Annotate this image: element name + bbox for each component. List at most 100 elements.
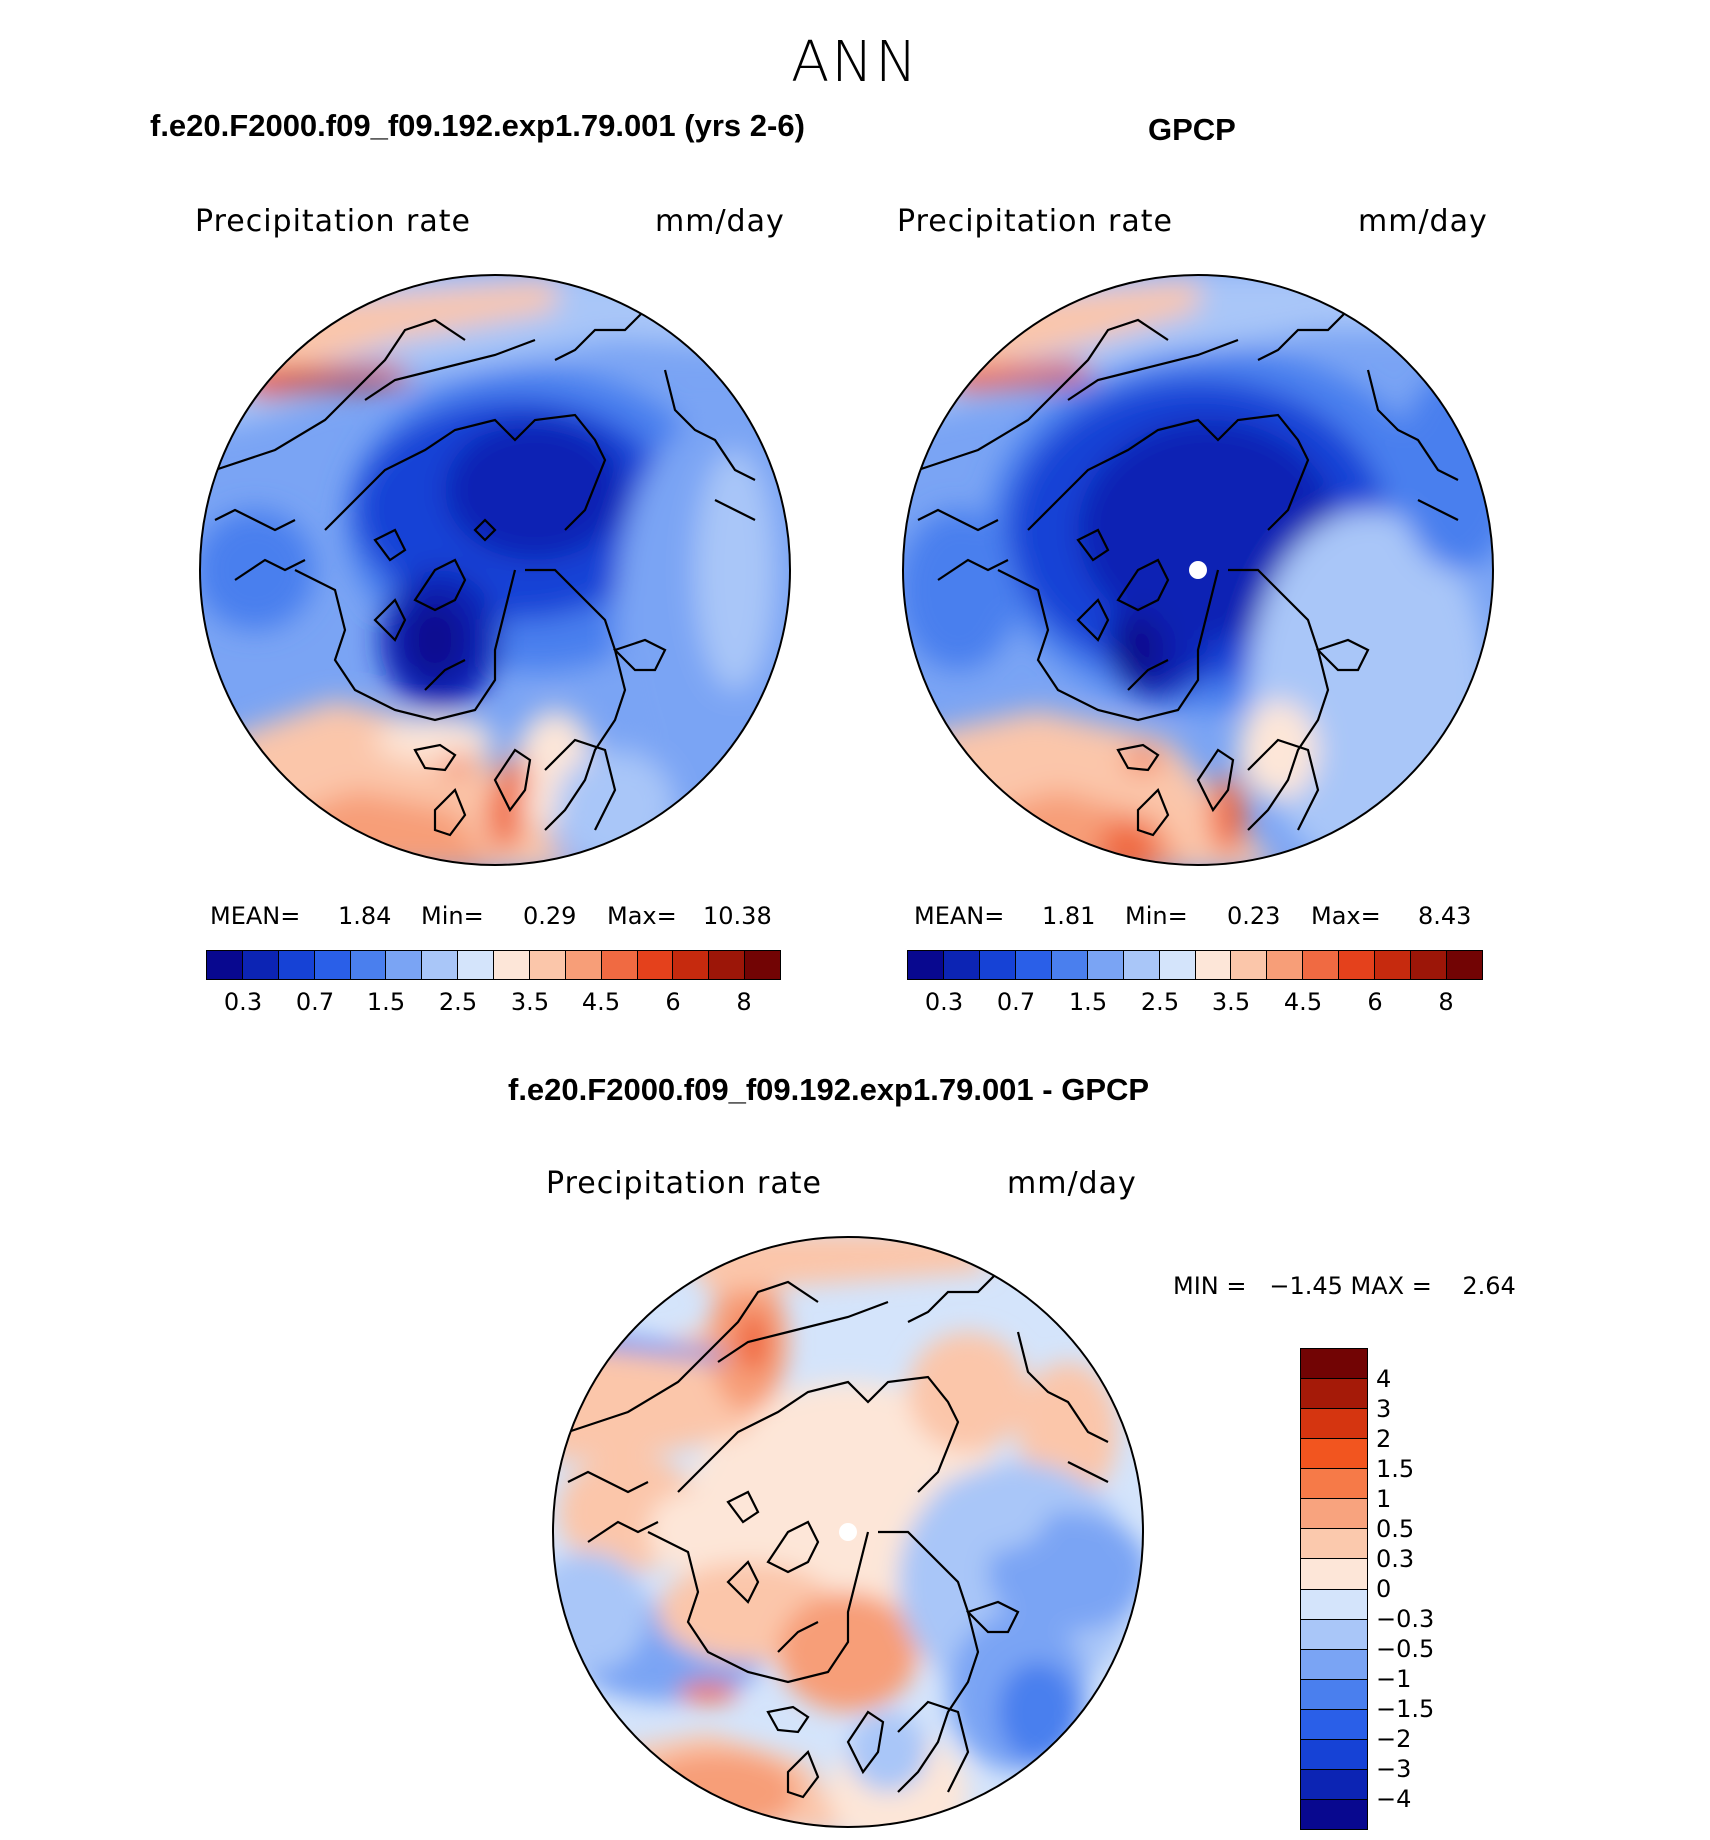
- colorbar-swatch: [1301, 1469, 1367, 1500]
- diff-panel-tick: −1: [1376, 1665, 1412, 1693]
- panel-2-polar-map: [902, 274, 1494, 866]
- panel-2-tick: 6: [1367, 988, 1383, 1016]
- panel-1-mean-label: MEAN=: [210, 902, 301, 930]
- colorbar-swatch: [1411, 951, 1448, 979]
- colorbar-swatch: [1301, 1649, 1367, 1680]
- colorbar-swatch: [458, 951, 494, 979]
- panel-2-mean-value: 1.81: [1042, 902, 1096, 930]
- panel-1-tick: 6: [665, 988, 681, 1016]
- panel-2-tick: 8: [1438, 988, 1454, 1016]
- colorbar-swatch: [709, 951, 746, 979]
- diff-panel-tick: −1.5: [1376, 1695, 1435, 1723]
- diff-panel-minmax: MIN = −1.45 MAX = 2.64: [1173, 1272, 1516, 1300]
- diff-panel-units: mm/day: [1007, 1166, 1137, 1201]
- diff-panel-tick: 3: [1376, 1395, 1392, 1423]
- colorbar-swatch: [1301, 1349, 1367, 1380]
- colorbar-swatch: [1195, 951, 1232, 979]
- diff-panel-tick: 1: [1376, 1485, 1392, 1513]
- colorbar-swatch: [386, 951, 423, 979]
- colorbar-swatch: [1015, 951, 1052, 979]
- diff-panel-var-label: Precipitation rate: [546, 1166, 822, 1201]
- main-title: ANN: [790, 30, 920, 95]
- colorbar-swatch: [745, 951, 780, 979]
- panel-1-colorbar: [206, 950, 781, 980]
- panel-1-tick: 4.5: [581, 988, 621, 1016]
- panel-1-units: mm/day: [655, 204, 785, 239]
- colorbar-swatch: [673, 951, 710, 979]
- panel-1-tick: 0.7: [295, 988, 335, 1016]
- panel-2-mean-label: MEAN=: [914, 902, 1005, 930]
- panel-2-min-value: 0.23: [1227, 902, 1281, 930]
- diff-panel-colorbar: [1300, 1348, 1368, 1830]
- colorbar-swatch: [494, 951, 530, 979]
- colorbar-swatch: [1267, 951, 1304, 979]
- colorbar-swatch: [1159, 951, 1196, 979]
- colorbar-swatch: [943, 951, 980, 979]
- panel-2-tick: 3.5: [1211, 988, 1251, 1016]
- panel-2-colorbar: [907, 950, 1483, 980]
- colorbar-swatch: [1051, 951, 1088, 979]
- panel-2-units: mm/day: [1358, 204, 1488, 239]
- colorbar-swatch: [422, 951, 459, 979]
- panel-1-max-value: 10.38: [703, 902, 772, 930]
- diff-panel-tick: 0: [1376, 1575, 1392, 1603]
- colorbar-swatch: [242, 951, 279, 979]
- diff-panel-tick: 0.3: [1376, 1545, 1415, 1573]
- colorbar-swatch: [1301, 1529, 1367, 1560]
- colorbar-swatch: [1231, 951, 1268, 979]
- panel-1-tick: 0.3: [223, 988, 263, 1016]
- colorbar-swatch: [1303, 951, 1340, 979]
- colorbar-swatch: [529, 951, 566, 979]
- colorbar-swatch: [1087, 951, 1124, 979]
- diff-panel-polar-map: [552, 1236, 1144, 1828]
- panel-1-tick: 8: [736, 988, 752, 1016]
- colorbar-swatch: [1301, 1619, 1367, 1650]
- colorbar-swatch: [1301, 1589, 1367, 1620]
- colorbar-swatch: [1301, 1409, 1367, 1440]
- diff-panel-tick: −3: [1376, 1755, 1412, 1783]
- panel-1-polar-map: [199, 274, 791, 866]
- diff-panel-tick: −0.3: [1376, 1605, 1435, 1633]
- colorbar-swatch: [350, 951, 387, 979]
- colorbar-swatch: [1301, 1379, 1367, 1410]
- colorbar-swatch: [1447, 951, 1482, 979]
- colorbar-swatch: [1301, 1739, 1367, 1770]
- diff-panel-tick: 0.5: [1376, 1515, 1415, 1543]
- panel-1-var-label: Precipitation rate: [195, 204, 471, 239]
- colorbar-swatch: [637, 951, 674, 979]
- diff-panel-tick: 2: [1376, 1425, 1392, 1453]
- diff-panel-tick: 1.5: [1376, 1455, 1415, 1483]
- panel-2-tick: 2.5: [1140, 988, 1180, 1016]
- colorbar-swatch: [1301, 1559, 1367, 1590]
- diff-panel-tick: −0.5: [1376, 1635, 1435, 1663]
- colorbar-swatch: [278, 951, 315, 979]
- colorbar-swatch: [1301, 1709, 1367, 1740]
- diff-panel-tick: −2: [1376, 1725, 1412, 1753]
- panel-2-var-label: Precipitation rate: [897, 204, 1173, 239]
- panel-2-max-label: Max=: [1311, 902, 1381, 930]
- colorbar-swatch: [207, 951, 243, 979]
- panel-2-tick: 4.5: [1283, 988, 1323, 1016]
- panel-2-tick: 0.3: [924, 988, 964, 1016]
- colorbar-swatch: [1301, 1679, 1367, 1710]
- colorbar-swatch: [1123, 951, 1160, 979]
- panel-2-tick: 0.7: [996, 988, 1036, 1016]
- colorbar-swatch: [1375, 951, 1412, 979]
- panel-1-mean-value: 1.84: [338, 902, 392, 930]
- colorbar-swatch: [979, 951, 1016, 979]
- colorbar-swatch: [1301, 1439, 1367, 1470]
- colorbar-swatch: [1301, 1769, 1367, 1800]
- panel-2-title: GPCP: [1148, 112, 1236, 147]
- panel-1-tick: 2.5: [438, 988, 478, 1016]
- colorbar-swatch: [601, 951, 638, 979]
- colorbar-swatch: [1339, 951, 1376, 979]
- panel-1-min-value: 0.29: [523, 902, 577, 930]
- diff-panel-title: f.e20.F2000.f09_f09.192.exp1.79.001 - GP…: [508, 1072, 1150, 1107]
- panel-1-min-label: Min=: [421, 902, 484, 930]
- colorbar-swatch: [1301, 1799, 1367, 1829]
- panel-1-title: f.e20.F2000.f09_f09.192.exp1.79.001 (yrs…: [150, 108, 805, 143]
- colorbar-swatch: [908, 951, 944, 979]
- panel-2-tick: 1.5: [1068, 988, 1108, 1016]
- panel-2-max-value: 8.43: [1418, 902, 1472, 930]
- colorbar-swatch: [314, 951, 351, 979]
